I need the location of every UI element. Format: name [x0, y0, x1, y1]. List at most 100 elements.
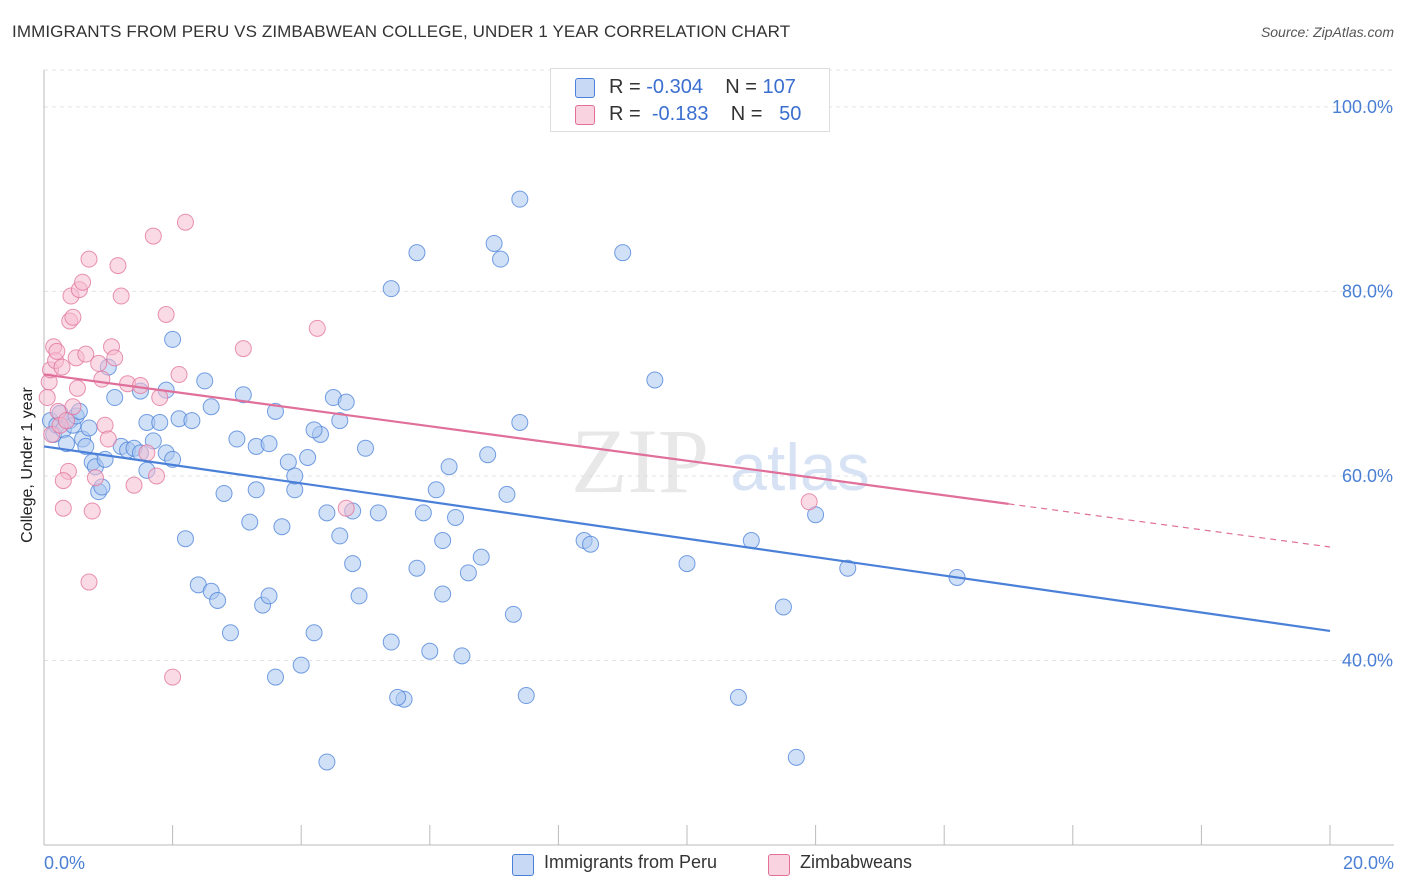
zimbabwe-point	[54, 472, 72, 490]
peru-point	[241, 513, 259, 531]
peru-point	[382, 280, 400, 298]
peru-point	[729, 688, 747, 706]
y-tick-label: 40.0%	[1342, 650, 1393, 670]
peru-point	[221, 624, 239, 642]
peru-point	[382, 633, 400, 651]
zimbabwe-point	[144, 227, 162, 245]
peru-point	[492, 250, 510, 268]
r-label: R =	[609, 103, 641, 125]
peru-point	[479, 446, 497, 464]
zimbabwe-point	[170, 365, 188, 383]
zimbabwe-point	[148, 467, 166, 485]
x-tick-label-max: 20.0%	[1342, 853, 1394, 873]
zimbabwe-point	[96, 416, 114, 434]
zimbabwe-trend-line	[43, 373, 1009, 505]
peru-point	[331, 412, 349, 430]
peru-point	[318, 504, 336, 522]
peru-point	[434, 532, 452, 550]
peru-point	[646, 371, 664, 389]
zimbabwe-swatch	[575, 105, 595, 125]
peru-point	[58, 435, 76, 453]
n-label: N =	[725, 76, 757, 98]
peru-point	[215, 484, 233, 502]
peru-point	[369, 504, 387, 522]
peru-point	[459, 564, 477, 582]
peru-point	[517, 687, 535, 705]
peru-point	[440, 458, 458, 476]
n-label: N =	[730, 103, 763, 125]
zimbabwe-point	[800, 493, 818, 511]
r-label: R =	[609, 76, 641, 98]
peru-point	[266, 668, 284, 686]
y-tick-label: 60.0%	[1342, 466, 1393, 486]
peru-point	[106, 389, 124, 407]
peru-trend-line	[43, 445, 1331, 633]
zimbabwe-point	[80, 250, 98, 268]
zimbabwe-point	[74, 273, 92, 291]
zimbabwe-point	[54, 499, 72, 517]
peru-point	[421, 642, 439, 660]
chart-title: IMMIGRANTS FROM PERU VS ZIMBABWEAN COLLE…	[12, 22, 791, 41]
zimbabwe-point	[64, 398, 82, 416]
y-tick-label: 100.0%	[1332, 97, 1393, 117]
peru-point	[260, 435, 278, 453]
peru-point	[414, 504, 432, 522]
zimbabwe-trend-line-dashed	[1008, 503, 1331, 548]
zimbabwe-point	[58, 412, 76, 430]
zimbabwe-point	[176, 213, 194, 231]
peru-point	[447, 508, 465, 526]
peru-point	[151, 413, 169, 431]
legend-zimbabwe-stats: R = -0.183 N = 50	[609, 103, 801, 126]
peru-point	[453, 647, 471, 665]
zimbabwe-point	[77, 345, 95, 363]
correlation-legend: R = -0.304 N = 107 R = -0.183 N = 50	[550, 68, 830, 132]
watermark-atlas: atlas	[730, 430, 869, 504]
legend-peru-stats: R = -0.304 N = 107	[609, 76, 796, 99]
r-value-peru: -0.304	[646, 76, 703, 98]
peru-point	[234, 386, 252, 404]
peru-point	[305, 421, 323, 439]
peru-point	[299, 449, 317, 466]
peru-point	[614, 244, 632, 262]
peru-point	[427, 481, 445, 499]
zimbabwe-point	[106, 349, 124, 367]
zimbabwe-point	[80, 573, 98, 591]
peru-point	[260, 587, 278, 605]
zimbabwe-point	[138, 444, 156, 462]
zimbabwe-point	[337, 499, 355, 517]
peru-point	[511, 190, 529, 208]
peru-point	[344, 555, 362, 573]
zimbabwe-point	[112, 287, 130, 305]
peru-point	[472, 548, 490, 566]
peru-point	[202, 398, 220, 416]
zimbabwe-point	[131, 377, 149, 395]
zimbabwe-point	[125, 476, 143, 494]
peru-point	[286, 467, 304, 485]
peru-point	[408, 244, 426, 262]
peru-point	[196, 372, 214, 390]
peru-point	[350, 587, 368, 605]
zimbabwe-point	[64, 308, 82, 326]
peru-point	[582, 535, 600, 553]
peru-point	[279, 453, 297, 471]
peru-legend-swatch	[512, 854, 534, 876]
peru-point	[228, 430, 246, 448]
peru-swatch	[575, 78, 595, 98]
zimbabwe-point	[164, 668, 182, 686]
peru-point	[839, 559, 857, 577]
zimbabwe-point	[308, 319, 326, 337]
zimbabwe-point	[234, 340, 252, 358]
peru-point	[504, 605, 522, 623]
peru-point	[164, 330, 182, 348]
zimbabwe-point	[151, 389, 169, 407]
peru-point	[357, 439, 374, 457]
peru-point	[787, 748, 805, 766]
y-tick-label: 80.0%	[1342, 281, 1393, 301]
peru-point	[485, 234, 503, 252]
zimbabwe-point	[48, 342, 66, 360]
peru-point	[183, 412, 201, 430]
peru-point	[774, 598, 792, 616]
peru-point	[511, 413, 529, 431]
zimbabwe-point	[109, 257, 127, 275]
